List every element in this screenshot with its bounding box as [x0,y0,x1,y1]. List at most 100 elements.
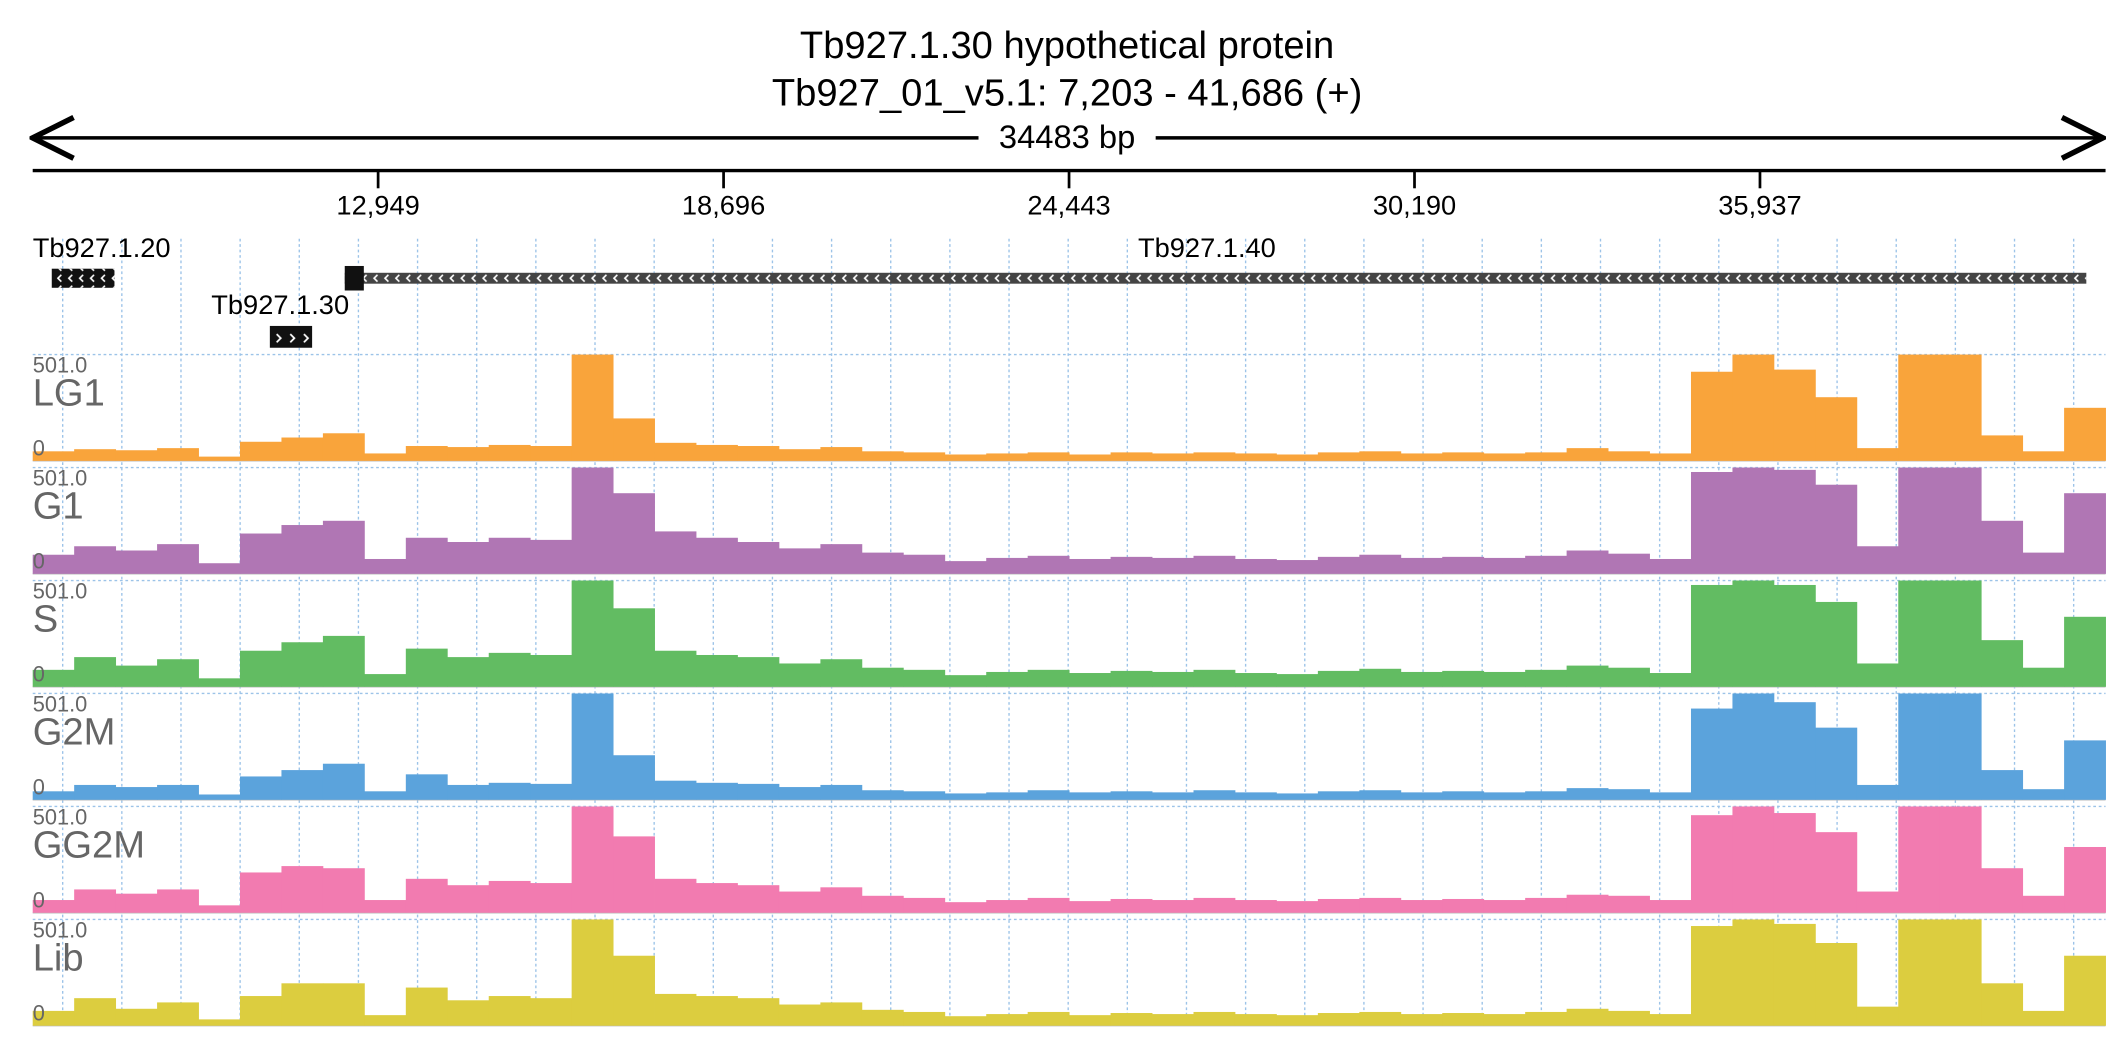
coverage-bar [239,533,282,574]
coverage-bar [1939,467,1982,574]
coverage-bar [944,902,987,913]
coverage-bar [281,642,324,687]
ruler-tick-label: 35,937 [1718,190,1801,221]
coverage-bar [903,669,946,687]
coverage-bar [1234,673,1277,687]
coverage-bar [405,774,448,800]
coverage-bar [322,868,365,913]
coverage-bar [903,897,946,913]
coverage-bar [654,650,697,687]
coverage-bar [364,791,407,800]
coverage-bar [1939,580,1982,687]
coverage-bar [1234,792,1277,800]
coverage-bar [115,550,158,574]
coverage-bar [1400,900,1443,913]
coverage-bar [1359,897,1402,913]
track-max-label: 501.0 [33,805,88,830]
coverage-bar [364,453,407,461]
coverage-bar [1027,555,1070,574]
coverage-bar [1110,898,1153,913]
coverage-bar [530,539,573,574]
coverage-bar [1069,792,1111,800]
coverage-bar [32,1010,75,1026]
coverage-bar [986,1014,1029,1026]
coverage-bar [488,880,531,913]
coverage-bar [488,652,531,687]
coverage-bar [1152,453,1194,461]
coverage-bar [1276,793,1319,800]
coverage-bar [1773,584,1816,687]
coverage-bar [1359,790,1402,800]
coverage-bar [1193,897,1236,913]
coverage-bar [1276,674,1319,687]
span-label-bg [978,120,1156,156]
coverage-bar [1359,1011,1402,1026]
tracks: 501.0LG10501.0G10501.0S0501.0G2M0501.0GG… [32,353,2106,1027]
coverage-bar [696,444,738,461]
coverage-bar [1525,1011,1568,1026]
coverage-bar [613,493,655,574]
coverage-bar [986,453,1029,461]
track-name: Lib [33,936,84,979]
coverage-bar [2064,955,2106,1026]
coverage-bar [1732,806,1775,913]
coverage-bar [1981,520,2024,574]
coverage-bar [1152,557,1194,574]
track-min-label: 0 [33,549,45,574]
coverage-bar [74,889,117,913]
coverage-bar [447,447,490,461]
coverage-bar [1898,919,1941,1026]
coverage-bar [1483,792,1526,800]
coverage-bar [1400,1014,1443,1026]
ruler: 12,949 18,696 24,443 30,190 35,937 [336,170,1802,221]
coverage-bar [820,447,863,461]
coverage-bar [1815,484,1858,574]
coverage-bar [281,437,324,461]
coverage-bar [74,546,117,574]
coverage-bar [1732,354,1775,461]
coverage-bar [1442,452,1485,461]
coverage-bar [613,418,655,461]
coverage-bar [1400,792,1443,800]
coverage-bar [1649,673,1692,687]
coverage-bar [1234,558,1277,574]
gene-strand-arrows [344,272,2087,284]
coverage-bar [1566,1008,1609,1026]
track-name: G1 [33,484,84,527]
coverage-bar [654,993,697,1026]
coverage-bar [1317,898,1360,913]
coverage-bar [1981,868,2024,913]
coverage-bar [322,635,365,687]
coverage-bar [944,793,987,800]
coverage-bar [778,891,821,913]
coverage-bar [1193,1011,1236,1026]
coverage-bar [1027,452,1070,461]
coverage-bar [1483,671,1526,687]
coverage-bar [1525,555,1568,574]
coverage-bar [778,449,821,461]
coverage-bar [903,791,946,800]
coverage-bar [322,520,365,574]
coverage-bar [32,554,75,574]
coverage-bar [32,791,75,800]
coverage-bar [2022,667,2065,687]
ruler-tick-label: 12,949 [336,190,419,221]
coverage-bar [1442,670,1485,687]
coverage-bar [1690,371,1733,461]
coverage-bar [1608,1010,1650,1026]
coverage-bar [1649,900,1692,913]
coverage-bar [1442,1013,1485,1026]
coverage-bar [1317,791,1360,800]
coverage-bar [1856,663,1899,687]
coverage-bar [1069,454,1111,461]
coverage-bar [1815,727,1858,800]
track-max-label: 501.0 [33,466,88,491]
ruler-tick-label: 18,696 [682,190,765,221]
coverage-bar [2022,451,2065,461]
coverage-bar [861,552,904,574]
coverage-bar [613,608,655,687]
coverage-bar [737,657,780,687]
coverage-bar [1276,560,1319,574]
track-min-label: 0 [33,888,45,913]
coverage-bar [74,657,117,687]
